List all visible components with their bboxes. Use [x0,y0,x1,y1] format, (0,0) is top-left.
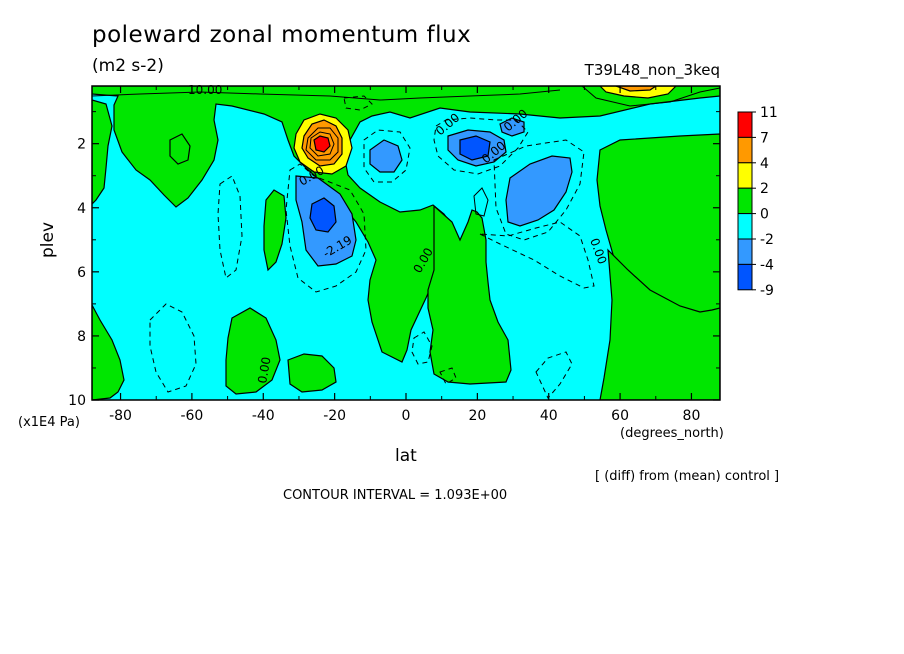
contour-interval: CONTOUR INTERVAL = 1.093E+00 [283,488,508,503]
region-negative-small-equator [369,139,403,173]
contour-max-inner-2 [309,131,335,157]
colorbar-swatch [737,162,753,189]
colorbar-label: 4 [760,156,769,172]
region-positive-right-lower [599,248,720,400]
x-tick-label: 20 [468,408,486,424]
x-tick-label: -20 [323,408,346,424]
colorbar: 11 7 4 2 0 -2 -4 -9 [737,105,778,299]
colorbar-label: 2 [760,181,769,197]
x-tick-label: 60 [611,408,629,424]
colorbar-label: -9 [760,283,774,299]
contour-positive-top [92,89,561,101]
contour-negative-1 [285,163,367,293]
contour-negative-6 [433,117,529,175]
x-tick-label: 0 [402,408,411,424]
region-max-core [313,135,331,153]
region-negative-nh-midlat [505,155,573,227]
x-tick-label: -40 [252,408,275,424]
x-tick-label: 40 [540,408,558,424]
colorbar-swatch [737,187,753,215]
contour-label: 0.00 [255,356,273,385]
region-positive-upper-band [92,86,720,363]
contour-negative-9 [535,351,573,399]
region-max-top-right-core [615,86,658,92]
y-tick-label: 4 [77,201,86,217]
contour-negative-8 [411,331,433,365]
chart-units: (m2 s-2) [92,56,164,76]
region-negative-core-sh [309,197,337,233]
x-tick-label: 80 [683,408,701,424]
y-axis-units: (x1E4 Pa) [18,415,80,430]
contour-negative-11 [439,367,457,385]
contour-negative-5 [217,175,243,279]
region-positive-south-pole-mid [225,307,281,395]
colorbar-label: 7 [760,130,769,146]
colorbar-label: -4 [760,257,774,273]
run-label: T39L48_non_3keq [584,61,720,79]
y-tick-label: 6 [77,265,86,281]
x-ticks: -80 -60 -40 -20 0 20 40 60 80 [109,86,700,424]
colorbar-swatch [737,111,753,138]
y-tick-label: 10 [68,393,86,409]
x-tick-label: -60 [180,408,203,424]
colorbar-swatch [737,263,753,291]
region-positive-left-edge [92,99,113,205]
region-positive-narrow-tongue [263,189,287,272]
region-positive-small-lower [287,353,337,393]
colorbar-label: 0 [760,207,769,223]
region-negative-core-nh [459,135,491,161]
contour-positive-small-1 [473,187,489,217]
contour-max-inner-1 [305,127,339,161]
diff-note: [ (diff) from (mean) control ] [595,469,780,484]
region-positive-central-column [427,204,512,385]
x-tick-label: -80 [109,408,132,424]
x-axis-units: (degrees_north) [620,426,724,441]
colorbar-swatch [737,136,753,164]
colorbar-swatch [737,213,753,240]
chart-title: poleward zonal momentum flux [92,22,472,48]
y-tick-label: 8 [77,329,86,345]
plot-area [92,86,720,400]
contour-negative-7 [363,129,411,183]
contour-label: 10.00 [188,83,222,97]
contour-negative-10 [343,95,373,111]
y-ticks: 2 4 6 8 10 [68,111,720,409]
contour-top-right-outer [581,86,720,107]
region-max-top-right [599,86,677,99]
colorbar-label: -2 [760,232,774,248]
region-positive-cell-south [169,133,191,165]
colorbar-swatch [737,238,753,265]
x-axis-label: lat [395,446,417,466]
y-tick-label: 2 [77,137,86,153]
colorbar-label: 11 [760,105,778,121]
contour-negative-4 [149,303,197,393]
